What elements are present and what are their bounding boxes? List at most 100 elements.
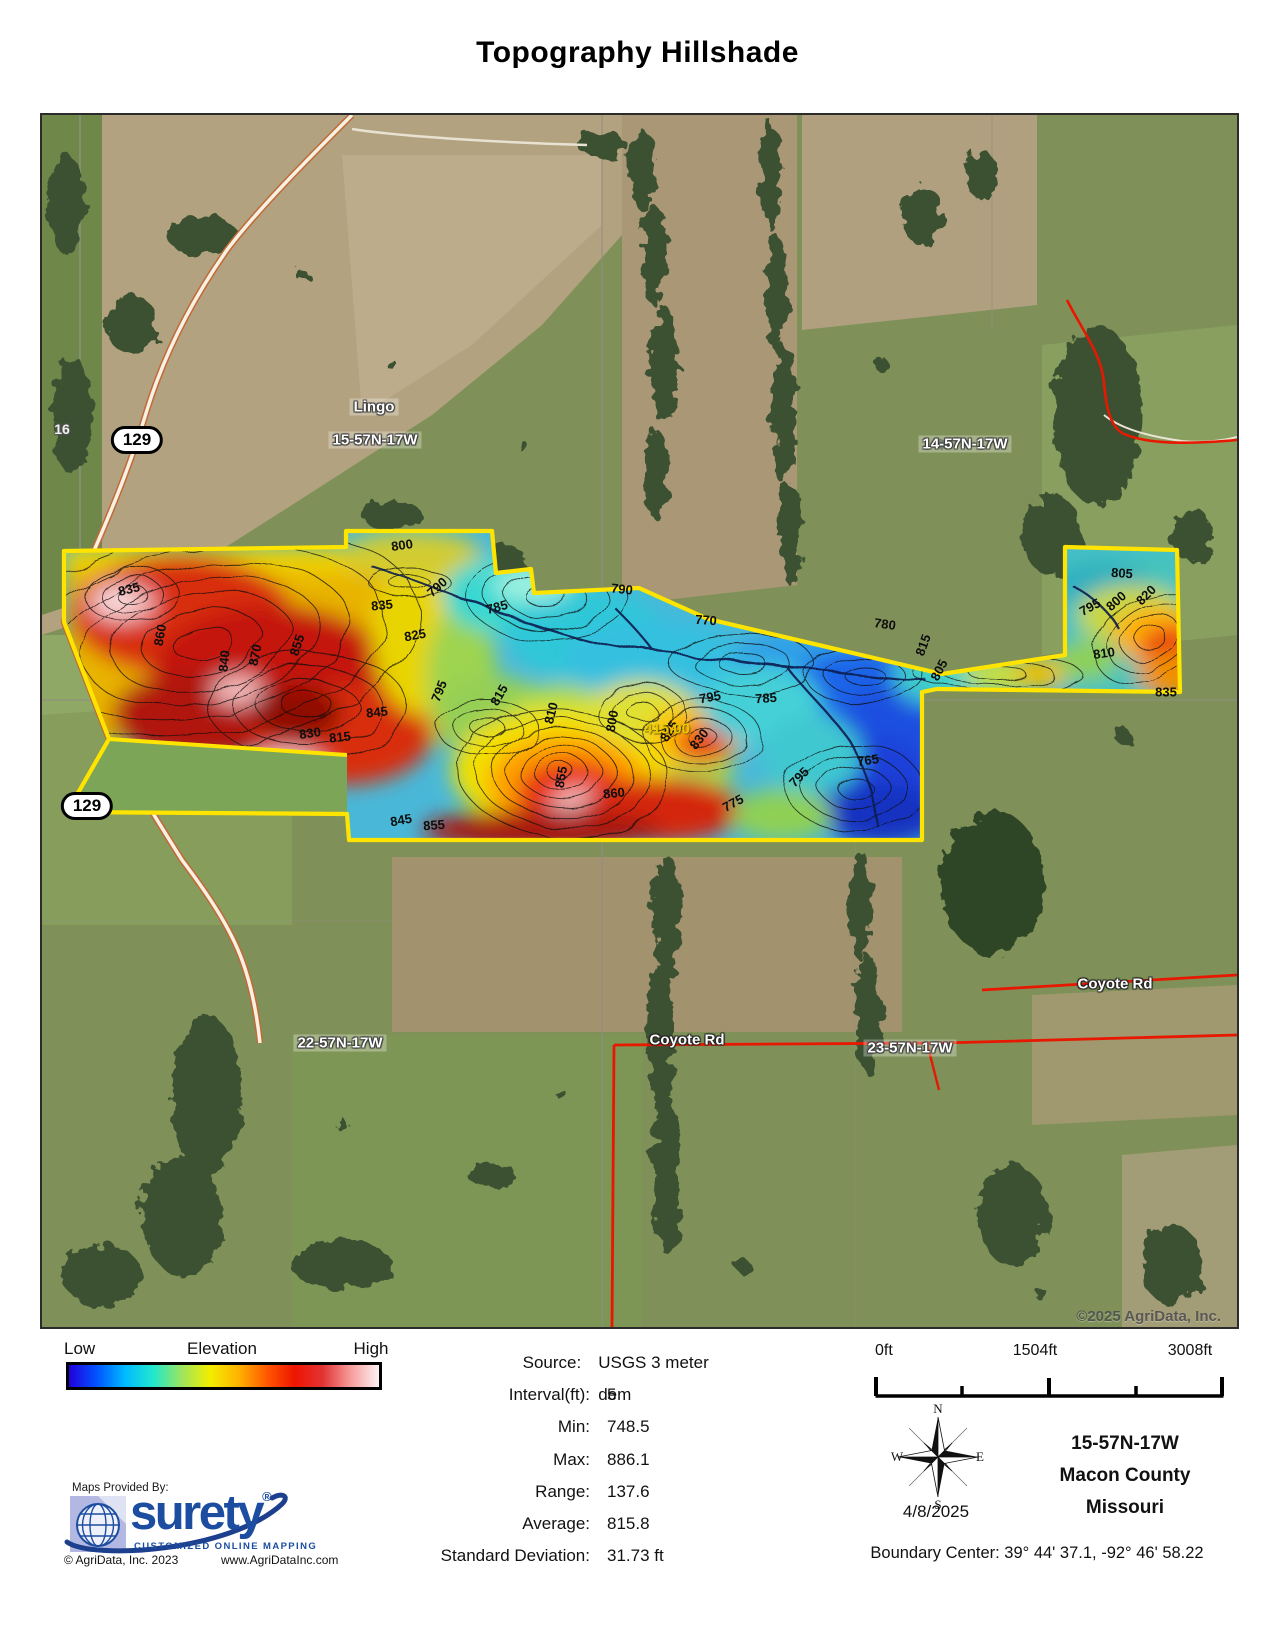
- legend-gradient-bar: [66, 1362, 382, 1390]
- scalebar-tick-0: 0ft: [875, 1342, 893, 1359]
- scalebar-graphic: [874, 1377, 1224, 1398]
- sign-label: 16: [54, 421, 70, 437]
- contour-elevation-label: 840: [215, 649, 233, 673]
- legend-title: Elevation: [187, 1339, 257, 1358]
- legend-high-label: High: [353, 1339, 389, 1358]
- contour-elevation-label: 820: [1133, 582, 1159, 608]
- contour-elevation-label: 785: [484, 596, 510, 618]
- contour-elevation-label: 830: [686, 725, 712, 753]
- stat-label: Standard Deviation:: [440, 1546, 590, 1566]
- contour-elevation-label: 815: [912, 632, 934, 658]
- contour-elevation-label: 800: [1102, 588, 1130, 614]
- stat-value: 5: [607, 1385, 617, 1405]
- stream-lines: [371, 565, 1121, 830]
- contour-elevation-label: 800: [390, 536, 414, 554]
- contour-elevation-label: 785: [754, 689, 778, 707]
- compass-west-label: W: [890, 1449, 904, 1464]
- stats-panel: Source: USGS 3 meter dem Interval(ft): 5 M…: [302, 1347, 742, 1572]
- road-label: Coyote Rd: [1077, 975, 1153, 993]
- county-label: Macon County: [1059, 1465, 1191, 1486]
- contour-elevation-label: 825: [403, 625, 427, 645]
- stat-row-average: Average: 815.8: [302, 1508, 742, 1540]
- aerial-map-graphic: [42, 115, 1237, 1327]
- road-label: Coyote Rd: [649, 1031, 725, 1049]
- contour-elevation-label: 855: [551, 765, 571, 789]
- provider-copyright: © AgriData, Inc. 2023: [64, 1553, 179, 1567]
- contour-elevation-label: 770: [694, 611, 718, 629]
- section-label: 15-57N-17W: [328, 431, 422, 449]
- map-date: 4/8/2025: [902, 1502, 970, 1521]
- contour-elevation-label: 870: [245, 642, 265, 668]
- contour-elevation-label: 805: [927, 656, 951, 684]
- stat-row-range: Range: 137.6: [302, 1476, 742, 1508]
- boundary-center-label: Boundary Center: 39° 44' 37.1, -92° 46' …: [870, 1544, 1204, 1562]
- stat-value: 31.73 ft: [607, 1546, 664, 1566]
- registered-mark: ®: [262, 1489, 272, 1504]
- stat-label: Max:: [553, 1449, 590, 1469]
- scalebar-tick-1: 1504ft: [1012, 1342, 1058, 1359]
- stat-label: Average:: [522, 1513, 590, 1533]
- elevation-surface: [64, 531, 1180, 840]
- stat-row-stddev: Standard Deviation: 31.73 ft: [302, 1540, 742, 1572]
- contour-elevation-label: 800: [602, 709, 622, 733]
- place-label: Lingo: [349, 398, 399, 416]
- stat-value: 748.5: [607, 1417, 650, 1437]
- contour-elevation-label: 795: [698, 687, 722, 707]
- contour-elevation-label: 815: [487, 681, 511, 709]
- contour-elevation-label: 860: [150, 623, 170, 647]
- compass-south-label: S: [934, 1497, 942, 1512]
- stat-value: USGS 3 meter dem: [598, 1353, 709, 1405]
- surety-tagline: CUSTOMIZED ONLINE MAPPING: [134, 1541, 318, 1552]
- stat-label: Source:: [522, 1353, 582, 1372]
- parcel-inner-line: [108, 737, 348, 757]
- stat-label: Interval(ft):: [508, 1385, 590, 1405]
- contour-elevation-label: 845: [389, 810, 413, 830]
- stat-row-interval: Interval(ft): 5: [302, 1379, 742, 1411]
- contour-elevation-label: 790: [423, 574, 451, 600]
- stat-label: Min:: [557, 1417, 590, 1437]
- stat-value: 815.8: [607, 1513, 650, 1533]
- stat-row-min: Min: 748.5: [302, 1411, 742, 1443]
- contour-elevation-label: 795: [427, 678, 451, 704]
- compass-east-label: E: [976, 1449, 984, 1464]
- contour-elevation-label: 775: [719, 791, 747, 815]
- section-label: 14-57N-17W: [918, 435, 1012, 453]
- contour-elevation-label: 860: [602, 784, 626, 802]
- spot-elevation-label: 415.00: [644, 720, 690, 738]
- contour-elevation-label: 780: [873, 615, 897, 633]
- stat-value: 137.6: [607, 1481, 650, 1501]
- location-block: 15-57N-17W Macon County Missouri: [1060, 1428, 1191, 1524]
- highway-129-shield: 129: [110, 426, 164, 454]
- stat-label: Range:: [535, 1481, 590, 1501]
- compass-north-label: N: [933, 1401, 943, 1416]
- parcel-boundary: [61, 528, 1183, 843]
- coyote-road-red: [613, 1033, 1237, 1047]
- contour-elevation-label: 815: [328, 728, 352, 746]
- contour-elevation-label: 855: [286, 632, 308, 658]
- contour-elevation-label: 835: [116, 579, 142, 599]
- stat-row-max: Max: 886.1: [302, 1444, 742, 1476]
- contour-elevation-label: 795: [786, 764, 812, 790]
- surety-globe-icon: [64, 1492, 288, 1554]
- contour-lines: [64, 531, 1180, 837]
- contour-elevation-label: 765: [856, 751, 880, 769]
- contour-elevation-label: 835: [1155, 684, 1177, 700]
- map-copyright-watermark: ©2025 AgriData, Inc.: [1076, 1308, 1221, 1325]
- contour-elevation-label: 845: [365, 703, 389, 721]
- stat-value: 886.1: [607, 1449, 650, 1469]
- section-label: 23-57N-17W: [863, 1039, 957, 1057]
- surety-logo: surety®: [130, 1487, 272, 1539]
- contour-elevation-label: 810: [1092, 644, 1116, 662]
- legend-low-label: Low: [64, 1339, 96, 1358]
- highway-129-shield: 129: [60, 792, 114, 820]
- map-label-layer: 800 790 785 790 780 770 805 795 800 820 810 835 835 8…: [42, 115, 1237, 1327]
- contour-elevation-label: 805: [1110, 564, 1134, 582]
- section-label: 22-57N-17W: [293, 1034, 387, 1052]
- page-title: Topography Hillshade: [476, 36, 799, 69]
- provider-heading: Maps Provided By:: [72, 1482, 169, 1494]
- contour-elevation-label: 810: [541, 700, 561, 726]
- surety-brand-text: surety: [130, 1486, 265, 1540]
- contour-elevation-label: 830: [298, 724, 322, 742]
- contour-elevation-label: 790: [610, 580, 634, 598]
- tree-cover: [49, 120, 1212, 1305]
